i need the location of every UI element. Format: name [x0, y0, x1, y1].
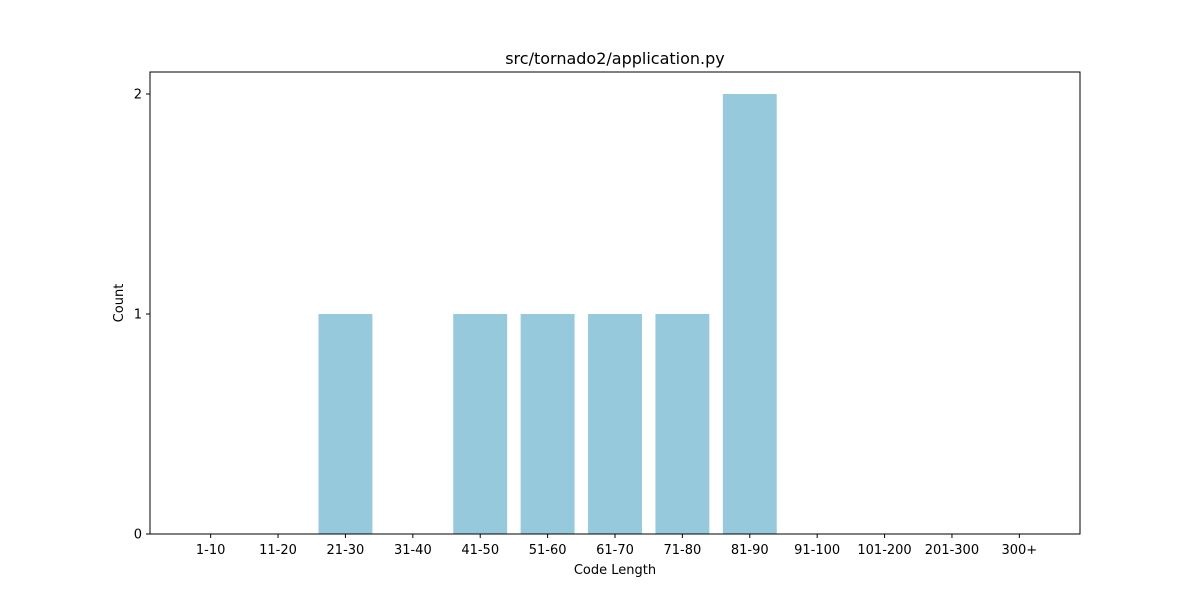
x-tick-label: 101-200 [857, 543, 911, 558]
bar-81-90 [722, 94, 777, 534]
x-tick-label: 91-100 [794, 543, 840, 558]
bar-51-60 [520, 314, 575, 534]
x-axis-label: Code Length [574, 563, 656, 578]
x-tick-label: 11-20 [259, 543, 297, 558]
x-tick-label: 300+ [1001, 543, 1037, 558]
bar-61-70 [588, 314, 642, 534]
x-tick-label: 81-90 [731, 543, 769, 558]
x-tick-label: 71-80 [663, 543, 701, 558]
bars-group [318, 94, 777, 534]
x-tick-label: 21-30 [327, 543, 365, 558]
y-axis-ticks: 0 1 2 [134, 88, 150, 543]
x-tick-label: 51-60 [529, 543, 567, 558]
bar-71-80 [655, 314, 710, 534]
x-tick-label: 31-40 [394, 543, 432, 558]
y-axis-label: Count [112, 284, 127, 323]
y-tick-label: 1 [134, 308, 142, 323]
bar-41-50 [453, 314, 508, 534]
y-tick-label: 0 [134, 528, 142, 543]
x-tick-label: 61-70 [596, 543, 634, 558]
x-tick-label: 201-300 [925, 543, 979, 558]
x-tick-label: 1-10 [196, 543, 226, 558]
y-tick-label: 2 [134, 88, 142, 103]
bar-21-30 [318, 314, 373, 534]
x-tick-label: 41-50 [461, 543, 499, 558]
x-axis-ticks: 1-10 11-20 21-30 31-40 41-50 51-60 61-70 71-80 8… [196, 534, 1037, 558]
chart-title: src/tornado2/application.py [505, 49, 725, 68]
